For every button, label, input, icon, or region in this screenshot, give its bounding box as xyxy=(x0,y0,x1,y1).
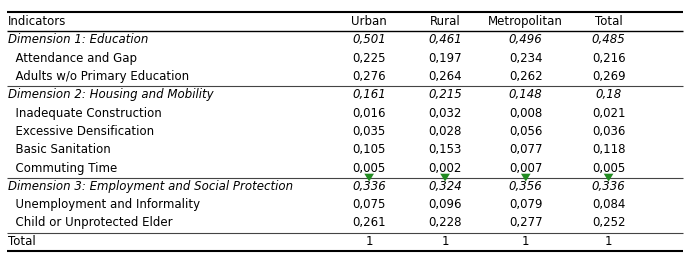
Text: 0,079: 0,079 xyxy=(509,198,542,211)
Text: 0,008: 0,008 xyxy=(509,107,542,119)
Text: 0,153: 0,153 xyxy=(428,143,462,156)
Text: Indicators: Indicators xyxy=(8,15,67,28)
Text: 0,234: 0,234 xyxy=(509,52,542,65)
Text: 0,216: 0,216 xyxy=(592,52,625,65)
Text: 0,501: 0,501 xyxy=(353,33,386,46)
Text: 0,264: 0,264 xyxy=(428,70,462,83)
Text: Unemployment and Informality: Unemployment and Informality xyxy=(8,198,200,211)
Text: 0,461: 0,461 xyxy=(428,33,462,46)
Text: Basic Sanitation: Basic Sanitation xyxy=(8,143,111,156)
Text: 0,277: 0,277 xyxy=(509,216,542,230)
Text: 0,336: 0,336 xyxy=(592,180,625,193)
Text: 0,036: 0,036 xyxy=(592,125,625,138)
Text: 0,077: 0,077 xyxy=(509,143,542,156)
Text: Rural: Rural xyxy=(430,15,460,28)
Text: 0,262: 0,262 xyxy=(509,70,542,83)
Text: 0,252: 0,252 xyxy=(592,216,625,230)
Text: Adults w/o Primary Education: Adults w/o Primary Education xyxy=(8,70,189,83)
Text: 1: 1 xyxy=(605,235,612,248)
Text: Urban: Urban xyxy=(351,15,387,28)
Text: 0,075: 0,075 xyxy=(353,198,386,211)
Text: 0,021: 0,021 xyxy=(592,107,625,119)
Text: 0,356: 0,356 xyxy=(509,180,542,193)
Text: Commuting Time: Commuting Time xyxy=(8,162,117,174)
Text: Dimension 2: Housing and Mobility: Dimension 2: Housing and Mobility xyxy=(8,88,214,101)
Text: Attendance and Gap: Attendance and Gap xyxy=(8,52,137,65)
Text: Dimension 1: Education: Dimension 1: Education xyxy=(8,33,148,46)
Text: 0,161: 0,161 xyxy=(353,88,386,101)
Text: 0,276: 0,276 xyxy=(353,70,386,83)
Text: 0,096: 0,096 xyxy=(428,198,462,211)
Text: 0,056: 0,056 xyxy=(509,125,542,138)
Text: 1: 1 xyxy=(522,235,529,248)
Text: 0,261: 0,261 xyxy=(353,216,386,230)
Polygon shape xyxy=(440,174,450,182)
Text: 0,035: 0,035 xyxy=(353,125,386,138)
Polygon shape xyxy=(364,174,374,182)
Text: Inadequate Construction: Inadequate Construction xyxy=(8,107,162,119)
Text: Total: Total xyxy=(595,15,622,28)
Text: 0,197: 0,197 xyxy=(428,52,462,65)
Text: 0,105: 0,105 xyxy=(353,143,386,156)
Text: 0,485: 0,485 xyxy=(592,33,625,46)
Text: 1: 1 xyxy=(366,235,373,248)
Text: 0,269: 0,269 xyxy=(592,70,625,83)
Polygon shape xyxy=(604,174,613,182)
Text: 0,016: 0,016 xyxy=(353,107,386,119)
Text: Excessive Densification: Excessive Densification xyxy=(8,125,155,138)
Text: 0,496: 0,496 xyxy=(509,33,542,46)
Text: Metropolitan: Metropolitan xyxy=(489,15,563,28)
Text: 1: 1 xyxy=(442,235,448,248)
Text: 0,324: 0,324 xyxy=(428,180,462,193)
Text: 0,005: 0,005 xyxy=(353,162,386,174)
Text: 0,118: 0,118 xyxy=(592,143,625,156)
Text: Total: Total xyxy=(8,235,36,248)
Text: 0,084: 0,084 xyxy=(592,198,625,211)
Text: 0,18: 0,18 xyxy=(595,88,622,101)
Text: 0,005: 0,005 xyxy=(592,162,625,174)
Text: 0,002: 0,002 xyxy=(428,162,462,174)
Text: 0,007: 0,007 xyxy=(509,162,542,174)
Text: 0,148: 0,148 xyxy=(509,88,542,101)
Text: 0,228: 0,228 xyxy=(428,216,462,230)
Text: 0,028: 0,028 xyxy=(428,125,462,138)
Text: Dimension 3: Employment and Social Protection: Dimension 3: Employment and Social Prote… xyxy=(8,180,293,193)
Text: 0,032: 0,032 xyxy=(428,107,462,119)
Text: 0,336: 0,336 xyxy=(353,180,386,193)
Polygon shape xyxy=(521,174,531,182)
Text: 0,215: 0,215 xyxy=(428,88,462,101)
Text: Child or Unprotected Elder: Child or Unprotected Elder xyxy=(8,216,173,230)
Text: 0,225: 0,225 xyxy=(353,52,386,65)
